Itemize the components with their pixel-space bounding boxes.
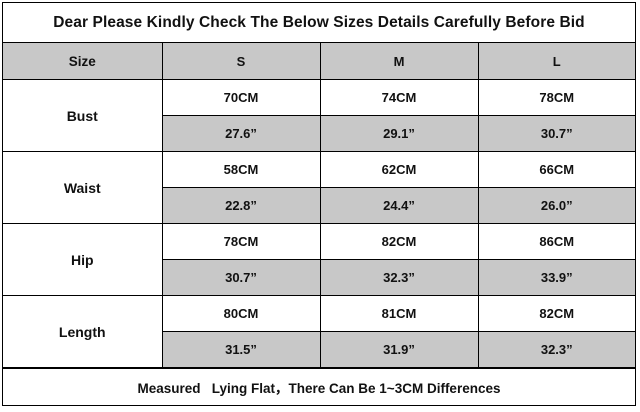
table-row: Hip 78CM 82CM 86CM: [3, 223, 635, 296]
hip-l-inch: 33.9”: [477, 259, 635, 296]
table-row: 30.7” 32.3” 33.9”: [3, 259, 635, 296]
bust-m-cm: 74CM: [319, 79, 479, 116]
waist-m-cm: 62CM: [319, 151, 479, 188]
waist-l-inch: 26.0”: [477, 187, 635, 224]
size-s-header: S: [161, 43, 321, 80]
row-label-bust: Bust: [3, 79, 163, 152]
bust-l-inch: 30.7”: [477, 115, 635, 152]
row-label-waist: Waist: [3, 151, 163, 224]
size-m-header: M: [319, 43, 479, 80]
length-l-inch: 32.3”: [477, 331, 635, 368]
size-chart: Dear Please Kindly Check The Below Sizes…: [2, 2, 636, 406]
table-row: Waist 58CM 62CM 66CM: [3, 151, 635, 224]
waist-m-inch: 24.4”: [319, 187, 479, 224]
bust-s-inch: 27.6”: [162, 115, 321, 152]
bust-m-inch: 29.1”: [319, 115, 479, 152]
hip-s-cm: 78CM: [161, 223, 321, 260]
chart-title: Dear Please Kindly Check The Below Sizes…: [3, 3, 635, 43]
hip-m-inch: 32.3”: [319, 259, 479, 296]
length-s-cm: 80CM: [161, 295, 321, 332]
waist-s-inch: 22.8”: [162, 187, 321, 224]
bust-l-cm: 78CM: [477, 79, 635, 116]
header-row: Size S M L: [3, 43, 635, 80]
hip-s-inch: 30.7”: [162, 259, 321, 296]
row-label-length: Length: [3, 295, 163, 368]
table-row: Length 80CM 81CM 82CM: [3, 295, 635, 368]
length-s-inch: 31.5”: [162, 331, 321, 368]
size-table: Size S M L Bust 70CM 74CM 78CM 27.6” 29.…: [3, 43, 635, 368]
hip-m-cm: 82CM: [319, 223, 479, 260]
table-row: Bust 70CM 74CM 78CM: [3, 79, 635, 152]
measurement-note: Measured Lying Flat，There Can Be 1~3CM D…: [3, 368, 635, 405]
length-l-cm: 82CM: [477, 295, 635, 332]
length-m-inch: 31.9”: [319, 331, 479, 368]
row-label-hip: Hip: [3, 223, 163, 296]
waist-l-cm: 66CM: [477, 151, 635, 188]
table-row: 31.5” 31.9” 32.3”: [3, 331, 635, 368]
size-l-header: L: [477, 43, 635, 80]
length-m-cm: 81CM: [319, 295, 479, 332]
bust-s-cm: 70CM: [161, 79, 321, 116]
size-header: Size: [3, 43, 163, 80]
hip-l-cm: 86CM: [477, 223, 635, 260]
waist-s-cm: 58CM: [161, 151, 321, 188]
